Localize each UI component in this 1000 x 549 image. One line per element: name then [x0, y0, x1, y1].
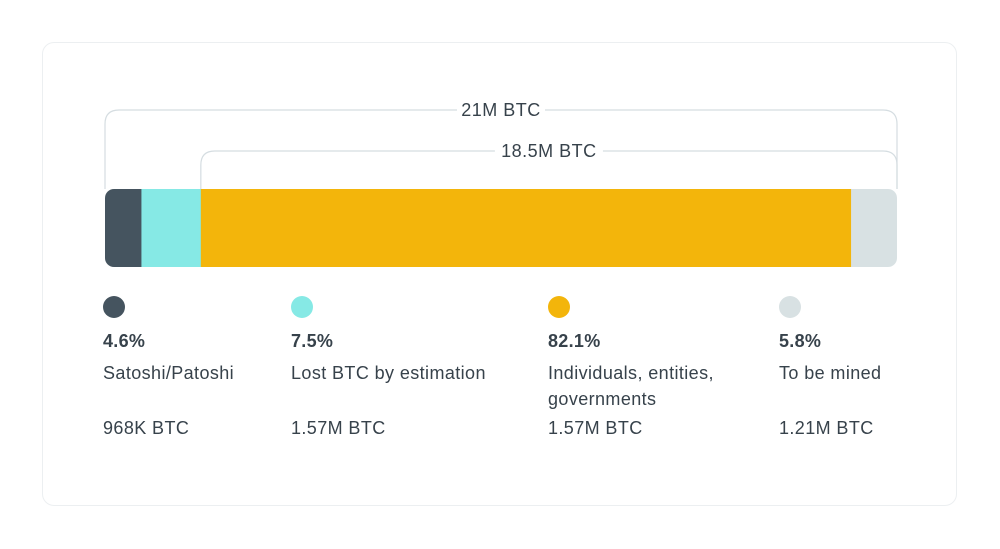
annotation-total: 21M BTC: [461, 100, 541, 120]
legend-amount: 1.21M BTC: [779, 418, 874, 438]
legend-label: To be mined: [779, 363, 882, 383]
label-outer-bg: [457, 100, 545, 120]
legend-swatch: [779, 296, 801, 318]
legend-amount: 968K BTC: [103, 418, 190, 438]
legend-item: 7.5% Lost BTC by estimation: [291, 296, 521, 386]
bar-segment-4: [851, 189, 897, 267]
legend-label: Satoshi/Patoshi: [103, 363, 235, 383]
bar-segments: [105, 189, 897, 267]
legend-item: 82.1% Individuals, entities, governments: [548, 296, 758, 412]
label-inner-bg: [494, 141, 603, 161]
legend-swatch: [291, 296, 313, 318]
bar-segment-1: [105, 189, 142, 267]
legend-percent: 7.5%: [291, 331, 334, 351]
bar-segment-3: [200, 189, 852, 267]
legend-amount: 1.57M BTC: [291, 418, 386, 438]
bar-segment-2: [141, 189, 202, 267]
legend-percent: 5.8%: [779, 331, 822, 351]
legend-label: Individuals, entities, governments: [548, 363, 714, 409]
legend-percent: 82.1%: [548, 331, 601, 351]
legend-percent: 4.6%: [103, 331, 146, 351]
legend-swatch: [103, 296, 125, 318]
legend-item: 5.8% To be mined: [779, 296, 1000, 386]
legend-swatch: [548, 296, 570, 318]
legend-label: Lost BTC by estimation: [291, 363, 486, 383]
legend-item: 4.6% Satoshi/Patoshi: [103, 296, 333, 386]
annotation-circulating: 18.5M BTC: [501, 141, 597, 161]
legend-amount: 1.57M BTC: [548, 418, 643, 438]
